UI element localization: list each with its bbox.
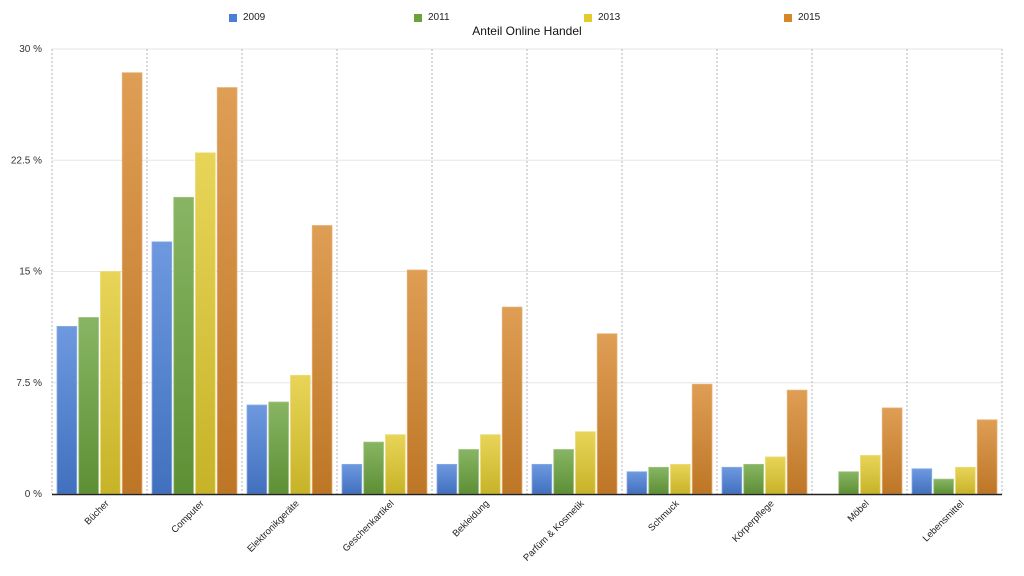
y-tick-label: 15 %: [19, 267, 42, 278]
legend-label: 2013: [598, 12, 621, 23]
bar: [596, 333, 618, 495]
bar: [290, 374, 311, 495]
bar: [341, 463, 363, 495]
bar: [721, 466, 743, 495]
bar: [216, 87, 238, 495]
x-tick-label: Geschenkartikel: [341, 498, 397, 554]
chart-title: Anteil Online Handel: [472, 24, 582, 38]
x-tick-label: Parfüm & Kosmetik: [521, 498, 586, 563]
bar: [911, 468, 933, 495]
y-tick-label: 30 %: [19, 44, 42, 55]
bar: [860, 455, 881, 495]
legend-swatch: [229, 13, 237, 22]
legend-label: 2009: [243, 12, 266, 23]
y-tick-label: 7.5 %: [16, 378, 42, 389]
bar: [121, 72, 143, 495]
legend-swatch: [584, 13, 592, 22]
x-tick-label: Schmuck: [646, 498, 682, 534]
bar: [531, 463, 553, 495]
legend-label: 2011: [428, 12, 450, 23]
bar: [575, 431, 596, 495]
legend-item: 2011: [414, 12, 450, 23]
legend-swatch: [784, 13, 792, 22]
bar: [501, 306, 523, 495]
bar: [881, 407, 903, 495]
bar: [56, 325, 78, 495]
bar: [691, 383, 713, 495]
y-tick-label: 22.5 %: [11, 155, 42, 166]
bar: [458, 449, 479, 495]
bar: [173, 196, 194, 495]
bar: [933, 478, 954, 495]
bar: [195, 152, 216, 495]
x-tick-label: Elektronikgeräte: [245, 498, 301, 554]
bar: [311, 225, 333, 495]
legend-label: 2015: [798, 12, 821, 23]
bar: [743, 463, 764, 495]
bar: [648, 466, 669, 495]
bar: [268, 401, 289, 495]
legend-item: 2015: [784, 12, 820, 23]
bar: [553, 449, 574, 495]
y-tick-label: 0 %: [25, 489, 42, 500]
bar: [151, 241, 173, 495]
x-tick-label: Lebensmittel: [921, 498, 967, 544]
bar: [406, 269, 428, 495]
x-tick-label: Bücher: [83, 498, 112, 527]
bar: [838, 471, 859, 495]
bar: [436, 463, 458, 495]
legend-item: 2009: [229, 12, 265, 23]
bar: [363, 441, 384, 495]
bar: [765, 456, 786, 495]
bar: [100, 271, 121, 495]
x-tick-label: Körperpflege: [730, 498, 776, 544]
bar: [670, 463, 691, 495]
bar: [385, 434, 406, 495]
bar: [976, 419, 998, 495]
x-tick-label: Möbel: [846, 498, 872, 524]
bar: [955, 466, 976, 495]
bar: [246, 404, 268, 495]
bar: [786, 389, 808, 495]
bar: [78, 317, 99, 495]
bar: [480, 434, 501, 495]
legend-item: 2013: [584, 12, 620, 23]
legend-swatch: [414, 13, 422, 22]
x-tick-label: Computer: [169, 498, 206, 535]
bar: [626, 471, 648, 495]
x-tick-label: Bekleidung: [451, 498, 492, 539]
